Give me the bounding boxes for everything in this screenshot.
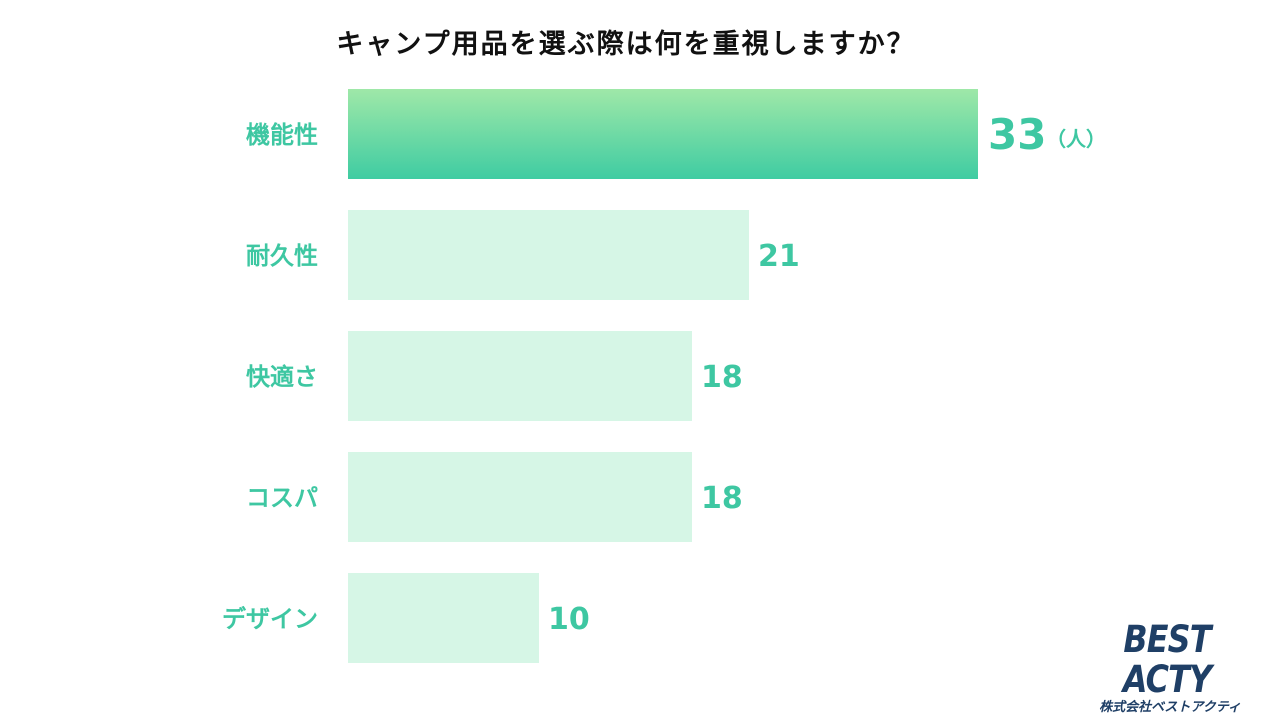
brand-name: BEST ACTY — [1122, 618, 1212, 701]
brand-subtitle: 株式会社ベストアクティ — [1099, 700, 1241, 715]
value-label: 33 — [988, 110, 1046, 159]
bar — [348, 210, 749, 300]
category-label: 快適さ — [246, 363, 318, 391]
bar — [348, 452, 692, 542]
value-label: 10 — [548, 602, 590, 637]
category-label: コスパ — [246, 484, 318, 512]
value-label: 18 — [701, 481, 743, 516]
category-label: デザイン — [222, 605, 318, 633]
bar — [348, 573, 539, 663]
chart-title: キャンプ用品を選ぶ際は何を重視しますか？ — [336, 29, 916, 60]
category-label: 耐久性 — [246, 242, 318, 270]
value-label: 21 — [758, 239, 800, 274]
category-label: 機能性 — [246, 121, 318, 149]
unit-label: （人） — [1046, 127, 1106, 151]
bar — [348, 331, 692, 421]
brand-logo: BEST ACTY 株式会社ベストアクティ — [1072, 620, 1262, 716]
value-label: 18 — [701, 360, 743, 395]
bar — [348, 89, 978, 179]
